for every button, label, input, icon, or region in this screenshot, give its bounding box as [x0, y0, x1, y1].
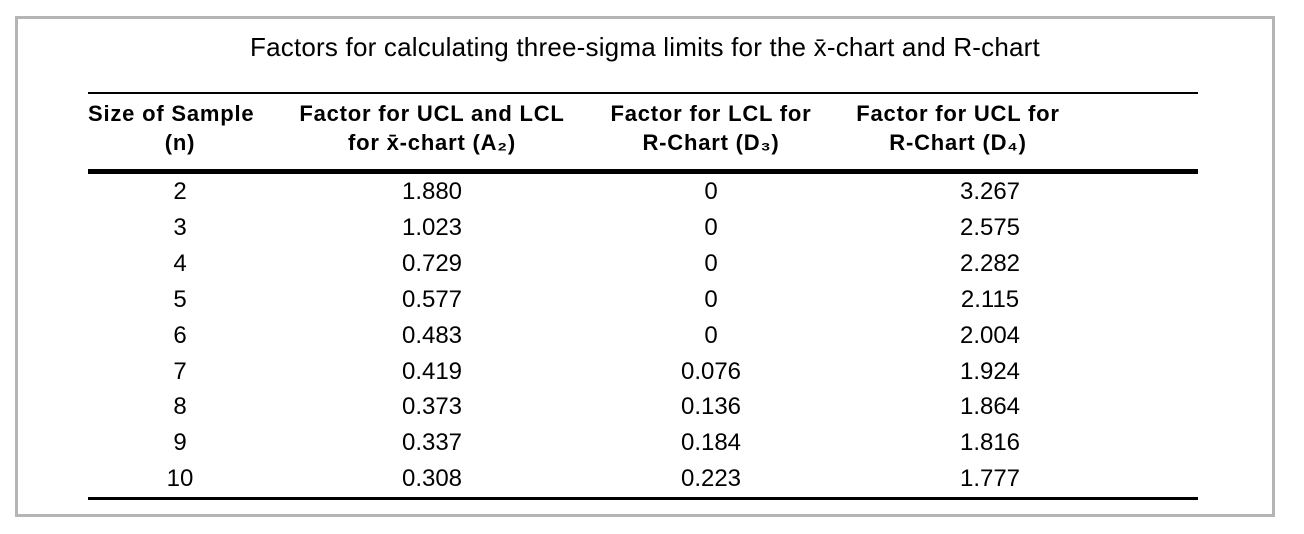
- table-row: 3 1.023 0 2.575: [88, 210, 1198, 246]
- table-cell: 1.777: [959, 465, 1021, 493]
- column-header-d4-factor: Factor for UCL for R-Chart (D₄): [830, 93, 1198, 172]
- table-cell: 1.864: [959, 393, 1021, 421]
- table-cell: 1.816: [959, 429, 1021, 457]
- header-line-1: Factor for LCL for: [610, 101, 812, 126]
- table-cell: 3.267: [959, 178, 1021, 205]
- table-cell: 0.729: [401, 249, 463, 277]
- table-row: 6 0.483 0 2.004: [88, 318, 1198, 354]
- table-cell: 0.337: [401, 429, 463, 457]
- table-row: 9 0.337 0.184 1.816: [88, 425, 1198, 461]
- table-cell: 2.004: [959, 321, 1021, 349]
- table-row: 4 0.729 0 2.282: [88, 246, 1198, 282]
- table-cell: 3: [173, 213, 187, 241]
- table-body: 2 1.880 0 3.267 3 1.023 0 2.575 4 0.729 0 2.282 5 0.5…: [88, 172, 1198, 499]
- table-cell: 0.308: [401, 465, 463, 493]
- header-line-2: R-Chart (D₃): [642, 130, 780, 155]
- table-row: 2 1.880 0 3.267: [88, 172, 1198, 210]
- table-cell: 7: [173, 357, 187, 385]
- table-cell: 0.577: [401, 285, 463, 313]
- table-cell: 0.136: [680, 393, 742, 421]
- header-line-1: Factor for UCL and LCL: [299, 101, 565, 126]
- table-cell: 0.223: [680, 465, 742, 493]
- table-row: 8 0.373 0.136 1.864: [88, 389, 1198, 425]
- table-cell: 0.483: [401, 321, 463, 349]
- table-cell: 5: [173, 285, 187, 313]
- header-line-2: R-Chart (D₄): [889, 130, 1027, 155]
- table-cell: 4: [173, 249, 187, 277]
- factors-table-wrap: Size of Sample (n) Factor for UCL and LC…: [88, 92, 1198, 501]
- header-row: Size of Sample (n) Factor for UCL and LC…: [88, 93, 1198, 172]
- table-cell: 6: [173, 321, 187, 349]
- header-line-2: for x̄-chart (A₂): [347, 130, 517, 155]
- header-line-1: Factor for UCL for: [856, 101, 1060, 126]
- table-cell: 0.373: [401, 393, 463, 421]
- table-cell: 1.924: [959, 357, 1021, 385]
- table-cell: 2: [173, 178, 187, 205]
- table-cell: 0.419: [401, 357, 463, 385]
- table-cell: 0: [704, 178, 718, 205]
- table-cell: 1.880: [401, 178, 463, 205]
- table-row: 10 0.308 0.223 1.777: [88, 461, 1198, 498]
- table-cell: 0.184: [680, 429, 742, 457]
- table-cell: 9: [173, 429, 187, 457]
- table-cell: 1.023: [401, 213, 463, 241]
- table-row: 7 0.419 0.076 1.924: [88, 354, 1198, 390]
- table-cell: 0: [704, 321, 718, 349]
- column-header-d3-factor: Factor for LCL for R-Chart (D₃): [592, 93, 830, 172]
- header-line-1: Size of Sample: [88, 101, 255, 126]
- table-cell: 2.282: [959, 249, 1021, 277]
- table-cell: 10: [166, 465, 194, 493]
- column-header-sample-size: Size of Sample (n): [88, 93, 272, 172]
- table-cell: 2.575: [959, 213, 1021, 241]
- header-line-2: (n): [164, 130, 196, 155]
- table-cell: 0: [704, 213, 718, 241]
- table-cell: 0: [704, 285, 718, 313]
- table-row: 5 0.577 0 2.115: [88, 282, 1198, 318]
- column-header-a2-factor: Factor for UCL and LCL for x̄-chart (A₂): [272, 93, 592, 172]
- table-cell: 0: [704, 249, 718, 277]
- document-panel: Factors for calculating three-sigma limi…: [15, 16, 1275, 517]
- table-cell: 0.076: [680, 357, 742, 385]
- table-cell: 8: [173, 393, 187, 421]
- table-cell: 2.115: [960, 285, 1020, 313]
- factors-table: Size of Sample (n) Factor for UCL and LC…: [88, 92, 1198, 501]
- table-title: Factors for calculating three-sigma limi…: [250, 32, 1040, 62]
